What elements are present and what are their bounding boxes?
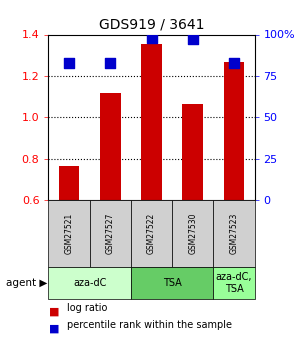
Text: TSA: TSA: [163, 278, 181, 288]
Text: GSM27522: GSM27522: [147, 213, 156, 254]
Text: ■: ■: [49, 324, 60, 334]
Text: ■: ■: [49, 307, 60, 317]
Text: percentile rank within the sample: percentile rank within the sample: [67, 320, 232, 330]
Point: [149, 35, 154, 41]
Text: log ratio: log ratio: [67, 303, 107, 313]
Text: aza-dC,
TSA: aza-dC, TSA: [216, 273, 252, 294]
Point: [108, 60, 113, 66]
Text: GSM27527: GSM27527: [106, 213, 115, 254]
Bar: [59, 166, 79, 200]
Text: agent ▶: agent ▶: [6, 278, 48, 288]
Text: GSM27523: GSM27523: [229, 213, 238, 254]
Bar: [100, 93, 121, 200]
Point: [190, 37, 195, 42]
Bar: [141, 44, 162, 200]
Point: [67, 60, 72, 66]
Text: GSM27521: GSM27521: [65, 213, 74, 254]
Bar: [224, 62, 244, 200]
Bar: [182, 104, 203, 200]
Title: GDS919 / 3641: GDS919 / 3641: [99, 18, 204, 32]
Text: aza-dC: aza-dC: [73, 278, 106, 288]
Text: GSM27530: GSM27530: [188, 213, 197, 255]
Point: [231, 60, 236, 66]
